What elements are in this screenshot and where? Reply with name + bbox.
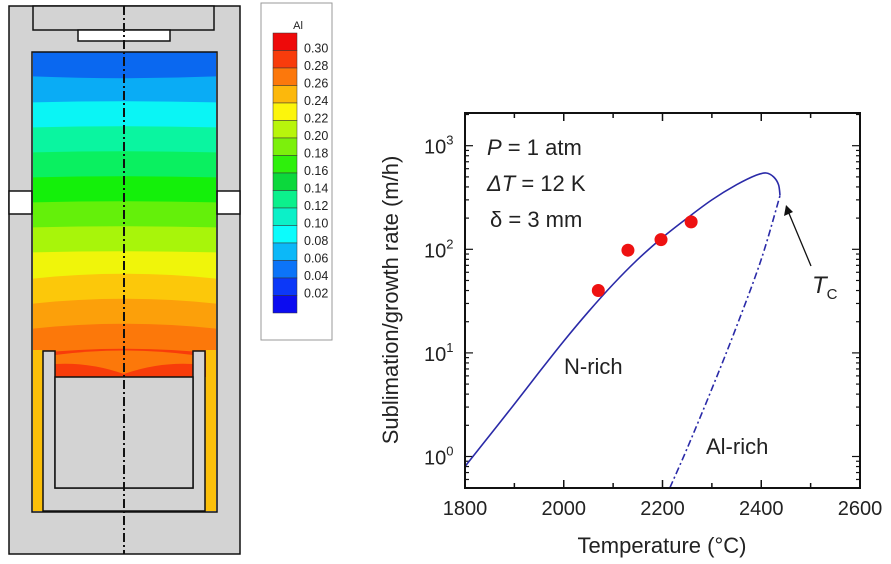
legend-swatch [272,242,298,261]
param-delta: δ = 3 mm [490,207,582,232]
legend-swatch [272,172,298,191]
legend-swatch [272,260,298,279]
legend-level-label: 0.18 [304,147,328,161]
legend-level-label: 0.16 [304,164,328,178]
side-gap-right [216,190,241,215]
legend-swatch [272,190,298,209]
contour-legend: Al 0.30 0.28 0.26 0.24 0.22 0.20 0.18 0.16 0.14 0… [260,2,333,341]
side-gap-left [8,190,33,215]
legend-swatch [272,137,298,156]
tc-label: TC [812,272,838,303]
legend-swatch [272,32,298,51]
param-pressure: P = 1 atm [487,135,582,160]
y-tick-label: 102 [424,236,453,262]
legend-swatch [272,277,298,296]
legend-level-label: 0.20 [304,129,328,143]
legend-level-label: 0.12 [304,199,328,213]
data-point [684,215,698,229]
legend-level-label: 0.26 [304,77,328,91]
x-tick-label: 1800 [443,498,488,520]
plot-frame [464,112,861,489]
growth-rate-chart: 1800 2000 2200 2400 2600 100 101 102 103 Temper… [378,112,883,558]
legend-level-label: 0.04 [304,269,328,283]
x-axis-label: Temperature (°C) [578,533,747,558]
x-tick-label: 2400 [739,498,784,520]
legend-swatch [272,155,298,174]
legend-swatch [272,225,298,244]
legend-level-label: 0.10 [304,217,328,231]
legend-swatch [272,295,298,314]
legend-swatch [272,207,298,226]
al-rich-label: Al-rich [706,434,768,459]
data-point [591,284,605,298]
n-rich-label: N-rich [564,354,623,379]
legend-level-label: 0.06 [304,252,328,266]
tc-arrow [787,210,812,267]
legend-level-label: 0.24 [304,94,328,108]
legend-level-label: 0.30 [304,42,328,56]
data-point [621,243,635,257]
legend-level-label: 0.08 [304,234,328,248]
legend-level-label: 0.28 [304,59,328,73]
y-tick-label: 103 [424,133,453,159]
y-axis-label: Sublimation/growth rate (m/h) [378,156,403,445]
legend-swatch [272,102,298,121]
y-tick-label: 101 [424,340,453,366]
side-wall-left [33,350,43,511]
contour-band [55,363,193,377]
legend-level-label: 0.22 [304,112,328,126]
tc-arrowhead [784,205,793,216]
legend-swatch [272,120,298,139]
legend-swatch [272,50,298,69]
param-delta-t: ΔT = 12 K [486,171,586,196]
data-point [654,233,668,247]
crucible-contour-plot [8,5,241,555]
legend-swatch [272,67,298,86]
x-tick-label: 2200 [640,498,685,520]
legend-swatch [272,85,298,104]
legend-title: Al [293,20,303,32]
legend-level-label: 0.02 [304,287,328,301]
legend-level-label: 0.14 [304,182,328,196]
side-wall-right [206,350,216,511]
x-tick-label: 2600 [838,498,883,520]
y-tick-label: 100 [424,444,453,470]
x-tick-label: 2000 [542,498,587,520]
